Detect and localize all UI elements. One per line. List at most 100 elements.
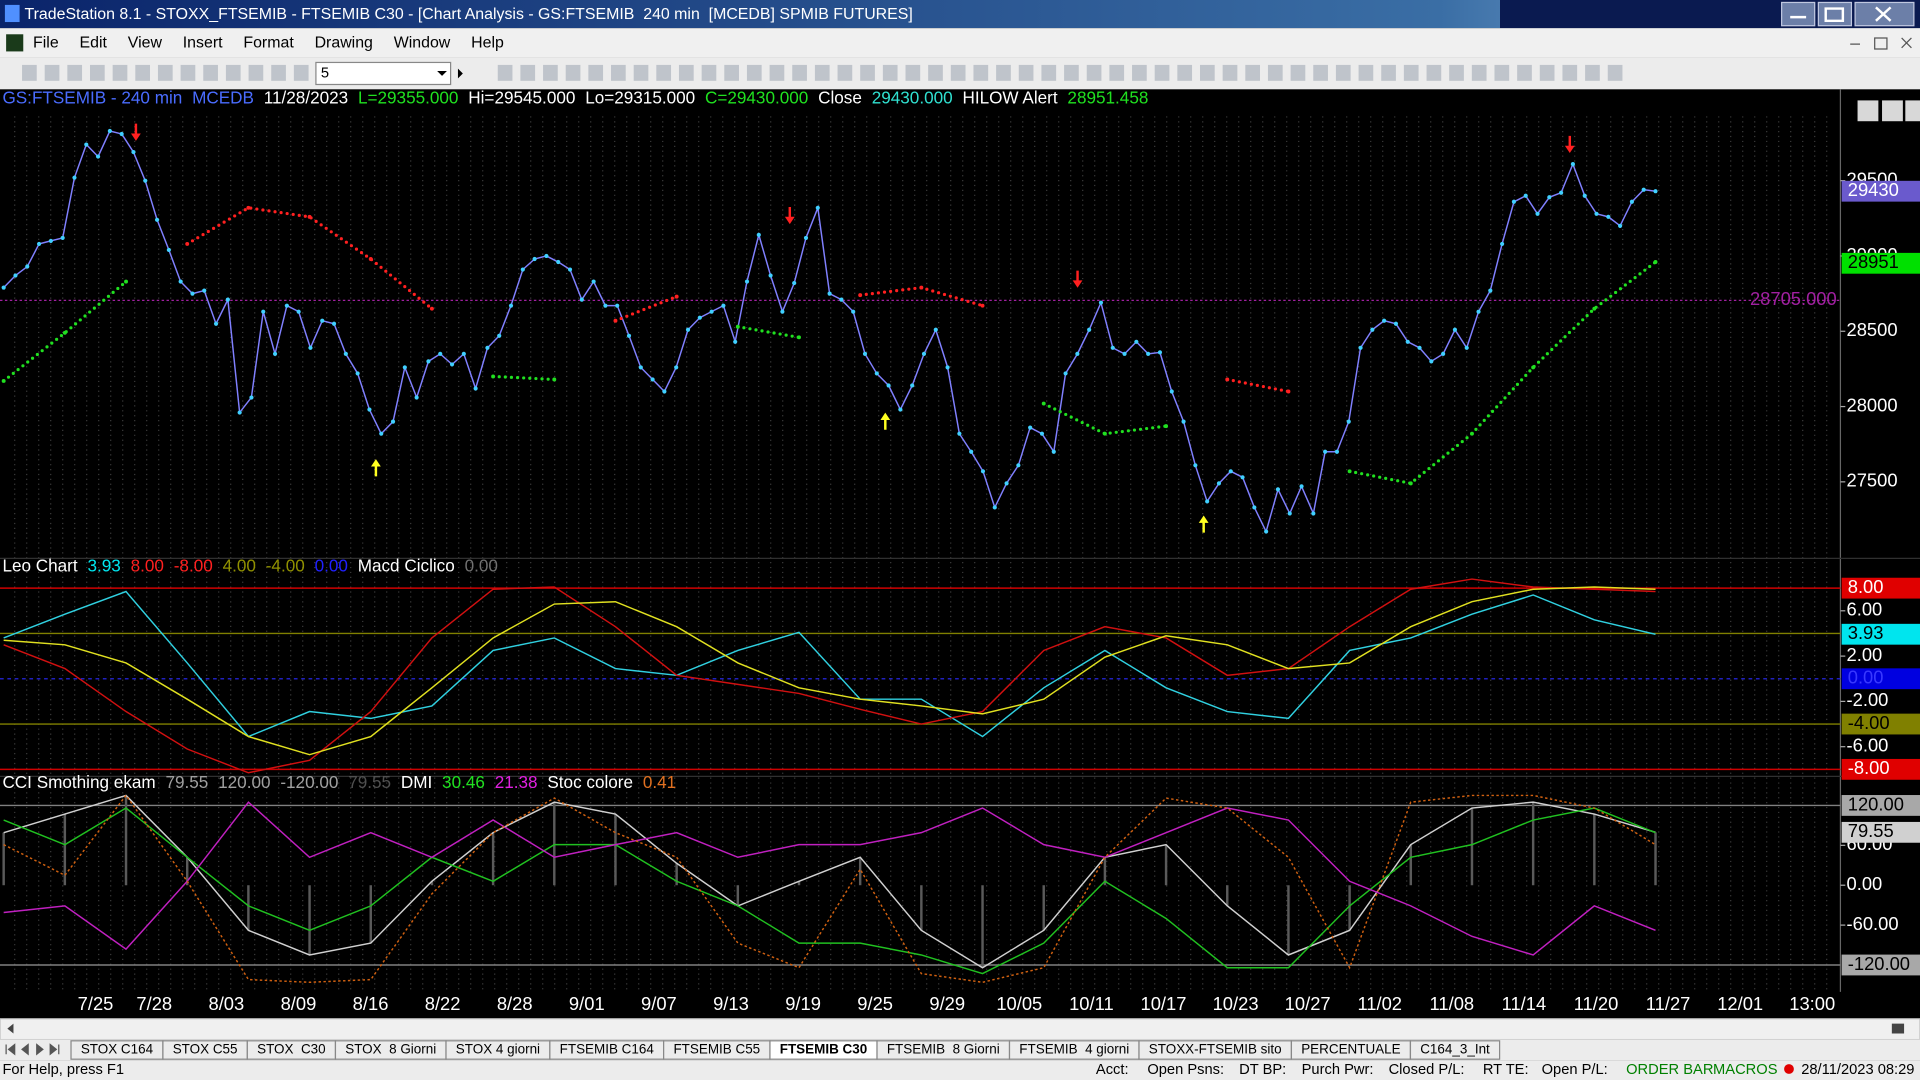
toolbar-icon[interactable] — [701, 64, 717, 81]
toolbar-icon[interactable] — [180, 64, 196, 81]
toolbar-icon[interactable] — [950, 64, 966, 81]
toolbar-icon[interactable] — [112, 64, 128, 81]
sheet-tab-label[interactable]: C164_3_Int — [1420, 1042, 1490, 1057]
toolbar-icon[interactable] — [928, 64, 943, 81]
sheet-tab-label[interactable]: FTSEMIB C55 — [673, 1042, 760, 1057]
scrollbar[interactable] — [0, 1018, 1920, 1041]
toolbar-icon[interactable] — [1335, 64, 1351, 81]
toolbar-icon[interactable] — [1132, 64, 1147, 81]
toolbar-icon[interactable] — [973, 64, 989, 81]
toolbar-icon[interactable] — [497, 64, 513, 81]
toolbar-icon[interactable] — [1290, 64, 1306, 81]
tab-nav[interactable] — [5, 1043, 60, 1056]
toolbar-icon[interactable] — [1154, 64, 1170, 81]
sheet-tab-label[interactable]: STOX C30 — [257, 1042, 326, 1057]
sheet-tab-label[interactable]: STOX 8 Giorni — [345, 1042, 436, 1057]
toolbar-icon[interactable] — [656, 64, 672, 81]
sheet-tab-label[interactable]: FTSEMIB C30 — [780, 1042, 867, 1057]
sheet-tab-label[interactable]: STOX C164 — [81, 1042, 154, 1057]
combo-box[interactable] — [315, 61, 452, 86]
toolbar-icon[interactable] — [837, 64, 853, 81]
toolbar-icon[interactable] — [792, 64, 807, 81]
sheet-tab-label[interactable]: STOXX-FTSEMIB sito — [1149, 1042, 1282, 1057]
toolbar-icon[interactable] — [1358, 64, 1374, 81]
toolbar-icon[interactable] — [1267, 64, 1283, 81]
toolbar-icon[interactable] — [882, 64, 898, 81]
price-point — [1393, 321, 1399, 326]
menu-item[interactable]: Edit — [80, 35, 108, 52]
toolbar-icon[interactable] — [1607, 64, 1623, 81]
toolbar-icon[interactable] — [905, 64, 921, 81]
toolbar-icon[interactable] — [1381, 64, 1396, 81]
menu-item[interactable]: Help — [471, 35, 504, 52]
toolbar-icon[interactable] — [1313, 64, 1328, 81]
sheet-tab-label[interactable]: STOX C55 — [173, 1042, 238, 1057]
toolbar-icon[interactable] — [588, 64, 604, 81]
sheet-tab-label[interactable]: PERCENTUALE — [1301, 1042, 1400, 1057]
toolbar-icon[interactable] — [1449, 64, 1464, 81]
price-point — [190, 291, 195, 296]
toolbar-icon[interactable] — [996, 64, 1011, 81]
toolbar-icon[interactable] — [248, 64, 264, 81]
sheet-tab[interactable] — [1409, 1040, 1501, 1060]
maximize-button[interactable] — [1817, 1, 1853, 27]
toolbar-icon[interactable] — [860, 64, 875, 81]
toolbar-icon[interactable] — [1403, 64, 1419, 81]
toolbar-icon[interactable] — [633, 64, 649, 81]
toolbar-icon[interactable] — [746, 64, 762, 81]
sheet-tab-label[interactable]: FTSEMIB C164 — [560, 1042, 655, 1057]
toolbar-icon[interactable] — [1109, 64, 1125, 81]
toolbar-icon[interactable] — [135, 64, 150, 81]
toolbar-icon[interactable] — [22, 64, 37, 81]
toolbar-icon[interactable] — [1585, 64, 1600, 81]
toolbar-icon[interactable] — [1494, 64, 1510, 81]
toolbar-icon[interactable] — [203, 64, 218, 81]
toolbar-icon[interactable] — [814, 64, 830, 81]
toolbar-icon[interactable] — [1562, 64, 1578, 81]
price-point — [1146, 351, 1151, 356]
toolbar-icon[interactable] — [1041, 64, 1057, 81]
pane-close[interactable] — [1905, 100, 1920, 122]
mdi-buttons[interactable] — [1850, 37, 1912, 50]
toolbar-icon[interactable] — [44, 64, 60, 81]
sheet-tab-label[interactable]: FTSEMIB 4 giorni — [1019, 1042, 1129, 1057]
menu-item[interactable]: Window — [394, 35, 451, 52]
toolbar-icon[interactable] — [1177, 64, 1193, 81]
toolbar-icon[interactable] — [90, 64, 105, 81]
toolbar-icon[interactable] — [1200, 64, 1215, 81]
toolbar-icon[interactable] — [1018, 64, 1034, 81]
toolbar-icon[interactable] — [67, 64, 83, 81]
menu-item[interactable]: Drawing — [315, 35, 373, 52]
sheet-tab-label[interactable]: STOX 4 giorni — [456, 1042, 540, 1057]
toolbar-icon[interactable] — [724, 64, 739, 81]
pane-min[interactable] — [1857, 100, 1879, 122]
toolbar-icon[interactable] — [1064, 64, 1079, 81]
toolbar-icon[interactable] — [225, 64, 241, 81]
toolbar-icon[interactable] — [157, 64, 173, 81]
toolbar-icon[interactable] — [769, 64, 785, 81]
minimize-button[interactable] — [1781, 1, 1816, 27]
menu-item[interactable]: Insert — [183, 35, 223, 52]
menu-item[interactable]: Format — [243, 35, 294, 52]
toolbar-icon[interactable] — [271, 64, 286, 81]
menu-item[interactable]: View — [128, 35, 163, 52]
toolbar-icon[interactable] — [565, 64, 581, 81]
toolbar-icon[interactable] — [1222, 64, 1238, 81]
status-item: ORDER BAR — [1626, 1062, 1713, 1078]
toolbar-icon[interactable] — [543, 64, 558, 81]
toolbar-icon[interactable] — [1086, 64, 1102, 81]
pane-max[interactable] — [1882, 100, 1903, 122]
toolbar-icon[interactable] — [520, 64, 536, 81]
toolbar-icon[interactable] — [1245, 64, 1260, 81]
toolbar-icon[interactable] — [611, 64, 626, 81]
toolbar-icon[interactable] — [1517, 64, 1532, 81]
toolbar-icon[interactable] — [1426, 64, 1442, 81]
toolbar-icon[interactable] — [293, 64, 309, 81]
toolbar-icon[interactable] — [678, 64, 694, 81]
combo-arrows[interactable] — [437, 68, 463, 79]
pane-legend-item: 0.00 — [465, 555, 498, 575]
sheet-tab-label[interactable]: FTSEMIB 8 Giorni — [887, 1042, 1000, 1057]
menu-item[interactable]: File — [33, 35, 59, 52]
toolbar-icon[interactable] — [1539, 64, 1555, 81]
toolbar-icon[interactable] — [1471, 64, 1487, 81]
